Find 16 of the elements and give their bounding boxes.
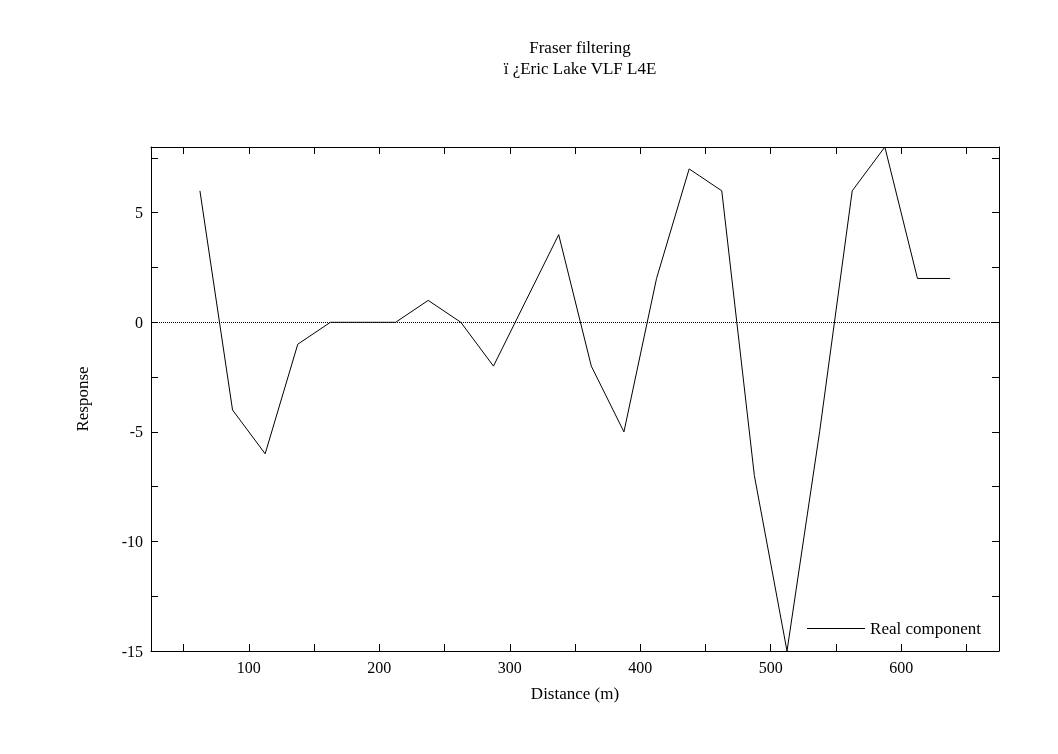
legend-label: Real component	[870, 619, 982, 638]
y-tick-label: -15	[121, 642, 143, 660]
x-tick-label: 400	[628, 658, 653, 676]
x-axis-title: Distance (m)	[530, 684, 620, 703]
y-tick-label: -5	[129, 423, 143, 441]
chart-title: Fraser filtering	[529, 38, 632, 57]
chart-subtitle: ï ¿Eric Lake VLF L4E	[502, 59, 657, 78]
y-tick-label: -10	[121, 532, 143, 550]
x-tick-label: 100	[236, 658, 261, 676]
y-tick-label: 0	[135, 313, 143, 331]
y-tick-label: 5	[135, 204, 143, 222]
x-tick-label: 600	[889, 658, 914, 676]
x-tick-label: 500	[758, 658, 783, 676]
y-axis-title: Response	[73, 366, 92, 432]
x-tick-label: 300	[497, 658, 522, 676]
x-tick-label: 200	[367, 658, 392, 676]
